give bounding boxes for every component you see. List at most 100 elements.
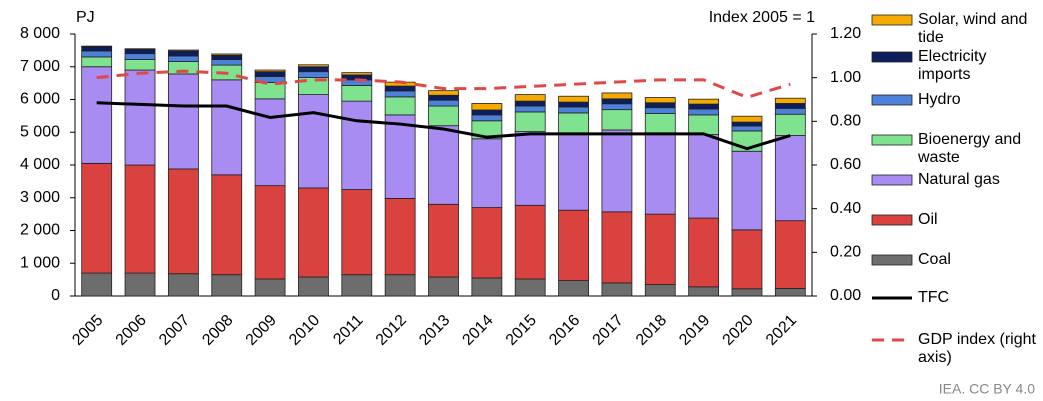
bar-segment [254, 98, 286, 187]
bar-segment [211, 54, 243, 60]
bar-segment [731, 150, 763, 231]
legend-label: Bioenergy and waste [918, 131, 1022, 166]
y-tick-label: 2 000 [20, 222, 60, 239]
bar-segment [384, 90, 416, 98]
legend-label: Solar, wind and tide [918, 11, 1028, 46]
bar-segment [471, 277, 503, 297]
bar-segment [731, 125, 763, 132]
legend-label: TFC [918, 289, 950, 306]
bar-segment [688, 114, 720, 135]
legend-swatch [871, 134, 913, 146]
y-tick-label: 5 000 [20, 123, 60, 140]
bar-segment [774, 135, 806, 222]
y-axis-label: PJ [76, 9, 95, 26]
bar-segment [601, 98, 633, 105]
bar-segment [601, 211, 633, 284]
y2-tick-label: 0.20 [830, 244, 861, 261]
bar-segment [167, 50, 199, 57]
bar-segment [558, 101, 589, 108]
y-tick-label: 7 000 [20, 58, 60, 75]
bar-segment [167, 55, 199, 62]
bar-segment [124, 164, 156, 274]
bar-segment [298, 94, 329, 189]
bar-segment [81, 46, 113, 52]
bar-segment [601, 129, 633, 213]
bar-segment [558, 209, 589, 282]
bar-segment [558, 112, 589, 134]
bar-segment [731, 121, 763, 127]
bar-segment [514, 131, 546, 206]
x-tick-label: 2020 [720, 312, 757, 349]
bar-segment [688, 286, 720, 297]
bar-segment [514, 100, 546, 107]
bar-segment [601, 109, 633, 131]
bar-segment [558, 95, 589, 103]
bar-segment [428, 99, 459, 107]
bar-segment [644, 284, 676, 297]
bar-segment [254, 278, 286, 297]
bar-segment [428, 276, 459, 297]
y-tick-label: 4 000 [20, 156, 60, 173]
x-tick-label: 2021 [763, 312, 800, 349]
bar-segment [167, 73, 199, 170]
bar-segment [688, 217, 720, 288]
bar-segment [601, 282, 633, 297]
bar-segment [514, 278, 546, 297]
y2-tick-label: 0.40 [830, 200, 861, 217]
bar-segment [688, 134, 720, 219]
bar-segment [81, 162, 113, 274]
bar-segment [774, 103, 806, 109]
bar-segment [471, 114, 503, 122]
bar-segment [341, 85, 373, 102]
bar-segment [601, 92, 633, 100]
bar-segment [514, 94, 546, 102]
x-tick-label: 2008 [199, 312, 236, 349]
line-series [96, 69, 791, 99]
x-tick-label: 2016 [546, 312, 583, 349]
bar-segment [384, 85, 416, 92]
x-tick-label: 2015 [503, 312, 540, 349]
bar-segment [774, 288, 806, 297]
bar-segment [514, 111, 546, 132]
y2-tick-label: 0.60 [830, 156, 861, 173]
bar-segment [471, 109, 503, 116]
bar-segment [167, 49, 199, 52]
bar-segment [211, 53, 243, 56]
bar-segment [211, 59, 243, 66]
bar-segment [514, 105, 546, 113]
bar-segment [211, 274, 243, 297]
x-tick-label: 2012 [373, 312, 410, 349]
bar-segment [731, 288, 763, 297]
y-tick-label: 1 000 [20, 254, 60, 271]
legend-swatch [871, 174, 913, 186]
bar-segment [774, 220, 806, 289]
source: IEA. CC BY 4.0 [939, 381, 1035, 397]
line-series [96, 101, 791, 151]
y-tick-label: 8 000 [20, 25, 60, 42]
bar-segment [644, 133, 676, 215]
bar-segment [774, 113, 806, 136]
x-tick-label: 2017 [590, 312, 627, 349]
bar-segment [731, 115, 763, 123]
bar-segment [167, 168, 199, 275]
bar-segment [731, 229, 763, 290]
bar-segment [558, 280, 589, 297]
bar-segment [81, 56, 113, 68]
bar-segment [384, 114, 416, 199]
y2-tick-label: 0.80 [830, 113, 861, 130]
x-tick-label: 2005 [69, 312, 106, 349]
bar-segment [167, 273, 199, 297]
legend-swatch [871, 14, 913, 26]
bar-segment [341, 100, 373, 190]
bar-segment [644, 113, 676, 135]
bar-segment [254, 71, 286, 77]
bar-segment [298, 187, 329, 278]
bar-segment [428, 105, 459, 127]
bar-segment [644, 213, 676, 285]
bar-segment [341, 274, 373, 297]
bar-segment [428, 125, 459, 205]
x-tick-label: 2011 [330, 312, 366, 348]
bar-segment [428, 90, 459, 96]
x-tick-label: 2014 [459, 312, 496, 349]
